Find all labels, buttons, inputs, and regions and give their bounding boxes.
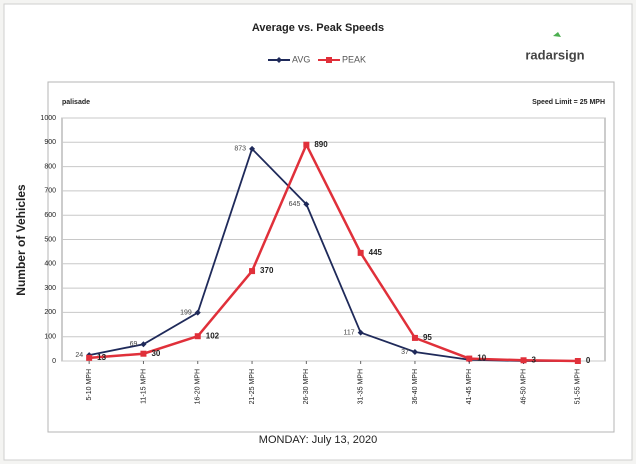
y-axis-label: Number of Vehicles	[14, 184, 28, 296]
y-tick-label: 900	[44, 139, 56, 146]
data-label: 3	[532, 355, 537, 364]
y-tick-label: 500	[44, 236, 56, 243]
footer: MONDAY: July 13, 2020	[259, 434, 377, 446]
location: palisade	[62, 99, 90, 106]
data-label: 37	[401, 349, 409, 356]
point	[303, 201, 310, 208]
data-label: 117	[343, 329, 354, 336]
data-label: 102	[206, 331, 220, 340]
x-tick-label: 5-10 MPH	[86, 369, 93, 401]
x-tick-label: 46-50 MPH	[520, 369, 527, 404]
data-label: 69	[130, 341, 138, 348]
data-label: 645	[289, 201, 301, 208]
y-tick-label: 1000	[40, 115, 56, 122]
point	[466, 355, 473, 362]
legend-marker	[276, 57, 282, 63]
point	[194, 333, 201, 340]
y-tick-label: 700	[44, 188, 56, 195]
point	[574, 358, 581, 364]
point	[411, 334, 418, 341]
data-label: 24	[75, 352, 83, 359]
y-tick-label: 400	[44, 261, 56, 268]
data-label: 30	[151, 349, 160, 358]
legend-marker	[326, 57, 332, 63]
x-tick-label: 36-40 MPH	[412, 369, 419, 404]
point	[520, 357, 527, 364]
data-label: 890	[314, 140, 328, 149]
point	[411, 349, 418, 356]
x-tick-label: 31-35 MPH	[357, 369, 364, 404]
x-tick-label: 16-20 MPH	[195, 369, 202, 404]
y-tick-label: 200	[44, 309, 56, 316]
chart-frame	[47, 81, 615, 433]
point	[194, 309, 201, 316]
series-line	[89, 141, 578, 363]
point	[140, 341, 147, 348]
data-label: 199	[180, 309, 192, 316]
point	[357, 249, 364, 256]
data-label: 370	[260, 266, 274, 275]
data-label: 0	[586, 356, 591, 365]
y-tick-label: 100	[44, 334, 56, 341]
x-tick-label: 26-30 MPH	[303, 369, 310, 404]
point	[249, 145, 256, 152]
point	[86, 354, 93, 361]
data-label: 873	[234, 146, 246, 153]
brand: radarsign	[525, 47, 584, 62]
y-tick-label: 300	[44, 285, 56, 292]
y-tick-label: 800	[44, 163, 56, 170]
x-tick-label: 51-55 MPH	[575, 369, 582, 404]
x-tick-label: 21-25 MPH	[249, 369, 256, 404]
y-tick-label: 0	[52, 358, 56, 365]
y-tick-label: 600	[44, 212, 56, 219]
x-tick-label: 41-45 MPH	[466, 369, 473, 404]
legend-label: AVG	[292, 54, 310, 64]
point	[249, 268, 256, 275]
legend-label: PEAK	[342, 54, 366, 64]
data-label: 445	[369, 248, 383, 257]
point	[357, 329, 364, 336]
point	[140, 350, 147, 357]
data-label: 95	[423, 333, 432, 342]
point	[303, 141, 310, 148]
data-label: 13	[97, 353, 106, 362]
brand-icon	[553, 32, 561, 37]
chart-title: Average vs. Peak Speeds	[252, 22, 384, 34]
data-label: 10	[477, 354, 486, 363]
x-tick-label: 11-15 MPH	[140, 369, 147, 404]
speed-limit-note: Speed Limit = 25 MPH	[532, 99, 605, 106]
